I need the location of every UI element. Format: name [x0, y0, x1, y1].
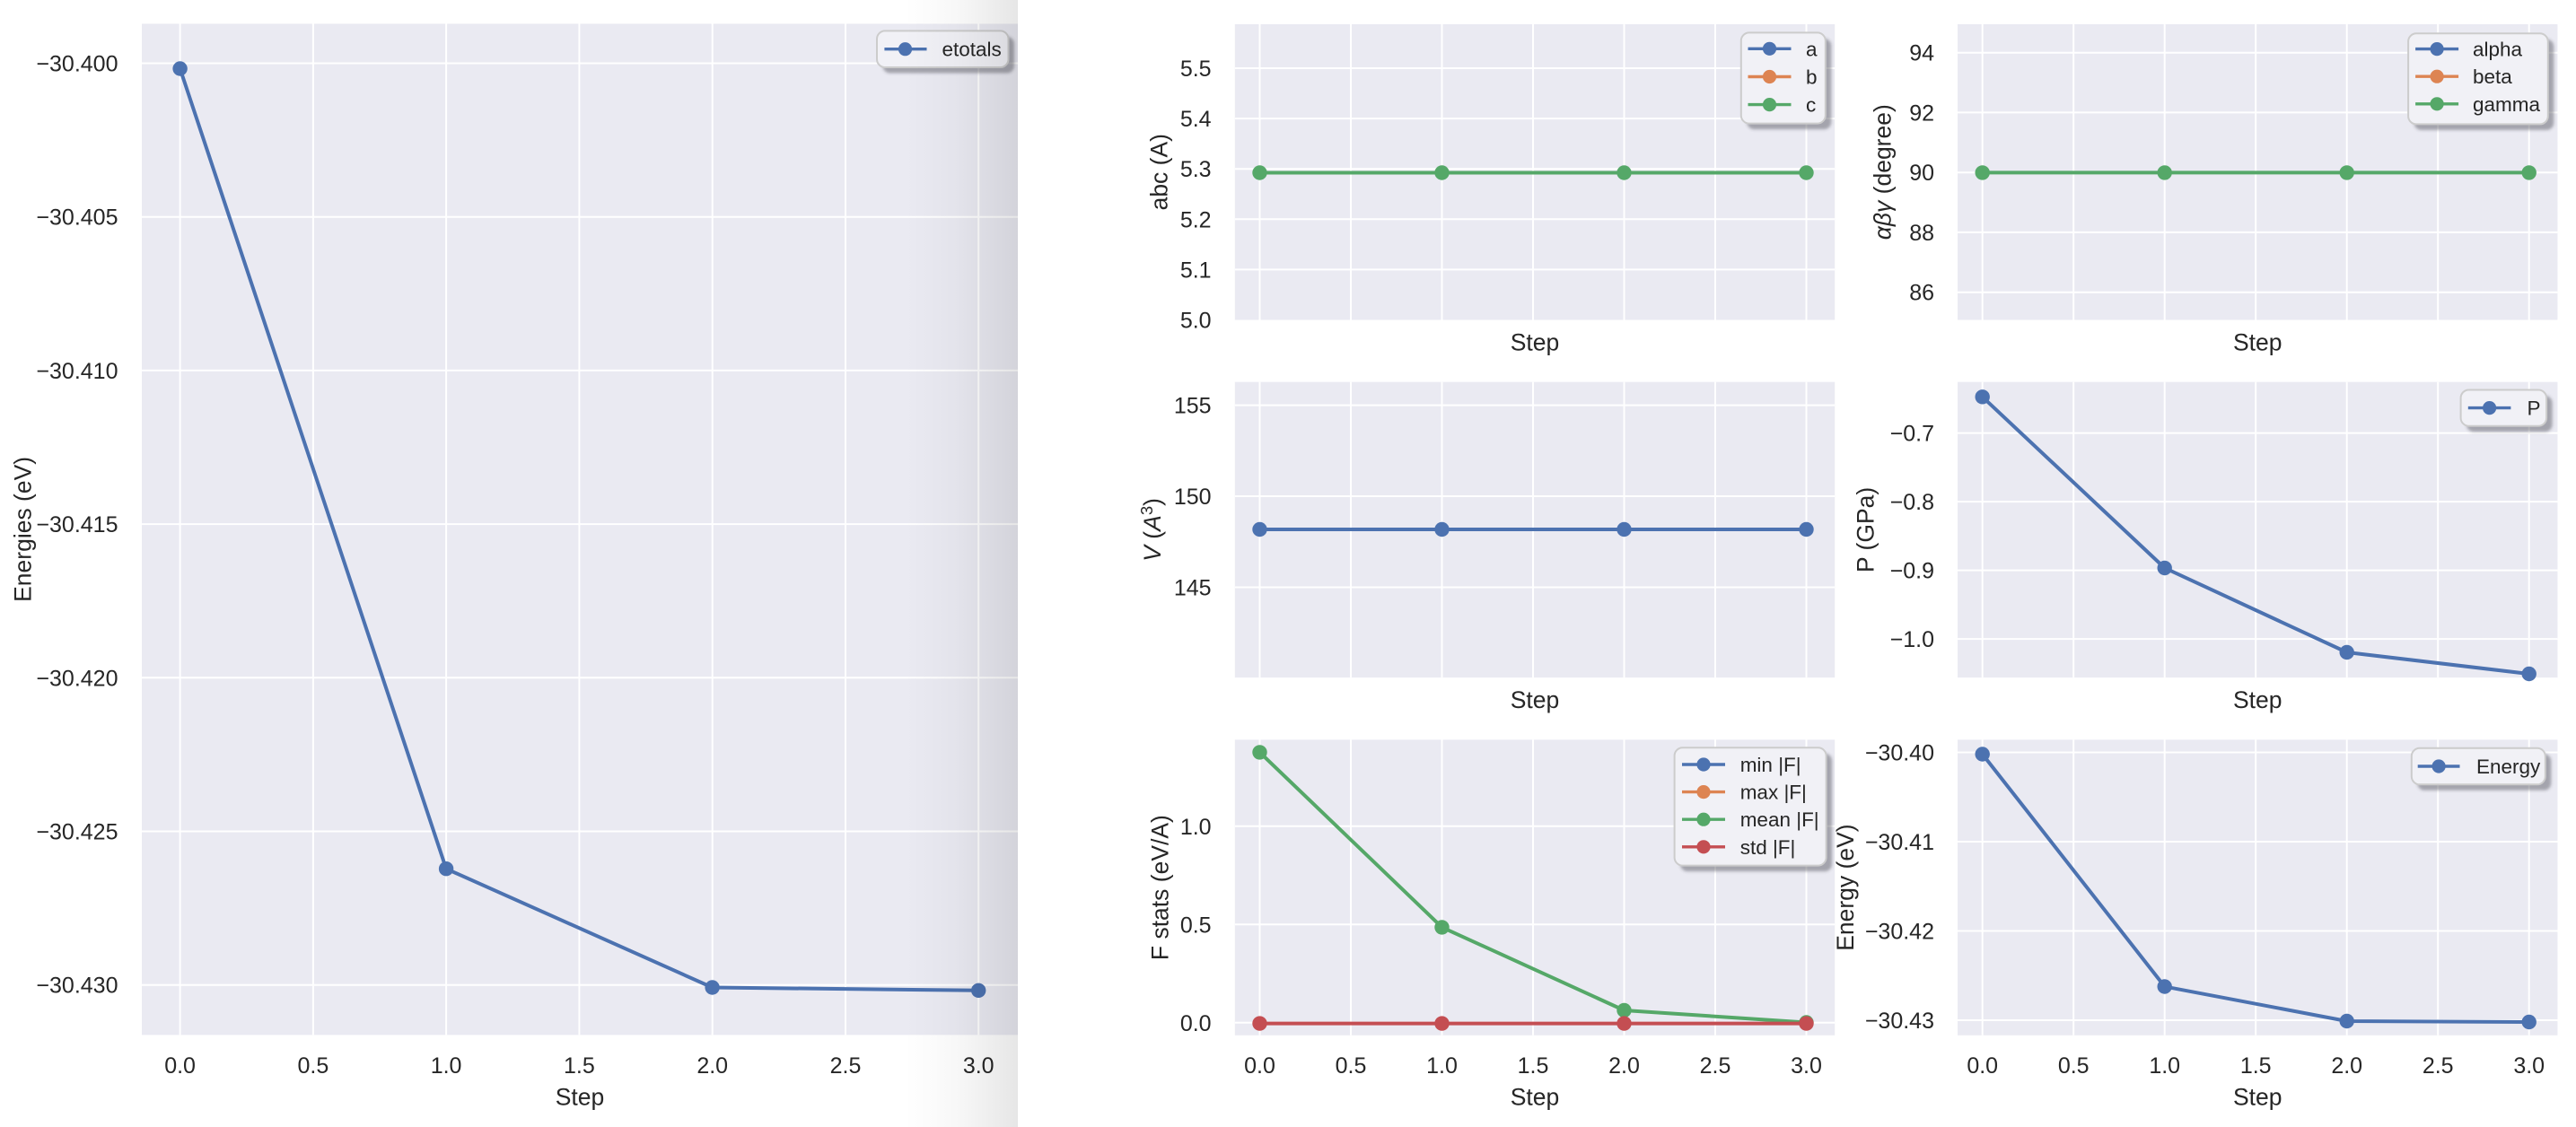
svg-text:5.0: 5.0 — [1180, 309, 1212, 334]
svg-text:145: 145 — [1174, 576, 1212, 601]
svg-text:5.5: 5.5 — [1180, 57, 1212, 82]
svg-text:0.5: 0.5 — [1180, 913, 1212, 938]
svg-text:Step: Step — [556, 1084, 605, 1111]
svg-text:−30.405: −30.405 — [36, 205, 118, 231]
svg-text:b: b — [1806, 66, 1818, 89]
svg-text:beta: beta — [2473, 66, 2512, 88]
svg-text:1.5: 1.5 — [1518, 1053, 1549, 1079]
svg-text:−30.420: −30.420 — [36, 666, 118, 691]
svg-text:1.0: 1.0 — [431, 1053, 462, 1079]
svg-text:P: P — [2528, 398, 2541, 420]
svg-text:1.0: 1.0 — [2149, 1053, 2180, 1079]
svg-text:std |F|: std |F| — [1740, 836, 1796, 859]
svg-text:−0.8: −0.8 — [1890, 490, 1934, 515]
svg-text:0.0: 0.0 — [1244, 1053, 1275, 1079]
svg-text:0.0: 0.0 — [1180, 1011, 1212, 1036]
svg-text:−30.430: −30.430 — [36, 974, 118, 999]
svg-text:Step: Step — [2233, 686, 2282, 713]
svg-text:1.5: 1.5 — [2240, 1053, 2272, 1079]
svg-text:5.2: 5.2 — [1180, 207, 1212, 232]
svg-text:max |F|: max |F| — [1740, 782, 1807, 804]
svg-text:2.5: 2.5 — [2423, 1053, 2454, 1079]
svg-text:2.0: 2.0 — [2331, 1053, 2362, 1079]
svg-text:−30.41: −30.41 — [1865, 830, 1934, 855]
svg-text:1.0: 1.0 — [1180, 815, 1212, 840]
svg-text:−30.42: −30.42 — [1865, 920, 1934, 945]
svg-text:−30.415: −30.415 — [36, 512, 118, 537]
svg-text:−0.7: −0.7 — [1890, 422, 1934, 447]
svg-text:155: 155 — [1174, 394, 1212, 419]
svg-text:αβγ (degree): αβγ (degree) — [1870, 104, 1897, 240]
svg-text:0.0: 0.0 — [164, 1053, 196, 1079]
svg-text:mean |F|: mean |F| — [1740, 808, 1819, 831]
svg-text:Energy: Energy — [2476, 756, 2541, 778]
svg-text:Step: Step — [1511, 686, 1560, 713]
svg-text:94: 94 — [1909, 41, 1934, 66]
svg-text:gamma: gamma — [2473, 93, 2541, 116]
svg-text:150: 150 — [1174, 485, 1212, 510]
svg-text:1.0: 1.0 — [1426, 1053, 1458, 1079]
svg-text:3.0: 3.0 — [2513, 1053, 2545, 1079]
svg-text:a: a — [1806, 38, 1818, 60]
svg-text:−30.410: −30.410 — [36, 359, 118, 384]
svg-text:Step: Step — [1511, 329, 1560, 356]
svg-text:5.3: 5.3 — [1180, 157, 1212, 182]
svg-text:Step: Step — [2233, 1084, 2282, 1111]
svg-text:Step: Step — [2233, 329, 2282, 356]
svg-text:−30.43: −30.43 — [1865, 1009, 1934, 1034]
svg-text:0.5: 0.5 — [2058, 1053, 2090, 1079]
svg-text:92: 92 — [1909, 100, 1934, 126]
svg-text:86: 86 — [1909, 281, 1934, 306]
svg-text:alpha: alpha — [2473, 39, 2523, 61]
svg-text:90: 90 — [1909, 161, 1934, 186]
svg-text:2.0: 2.0 — [697, 1053, 728, 1079]
svg-text:2.5: 2.5 — [830, 1053, 862, 1079]
svg-text:0.0: 0.0 — [1967, 1053, 1998, 1079]
svg-text:F stats (eV/A): F stats (eV/A) — [1147, 815, 1174, 960]
svg-text:Energy (eV): Energy (eV) — [1832, 824, 1859, 950]
svg-text:3.0: 3.0 — [1791, 1053, 1822, 1079]
svg-text:Energies (eV): Energies (eV) — [10, 457, 37, 602]
svg-text:Step: Step — [1511, 1084, 1560, 1111]
svg-text:c: c — [1806, 94, 1816, 117]
svg-text:5.4: 5.4 — [1180, 107, 1212, 132]
svg-text:2.0: 2.0 — [1608, 1053, 1640, 1079]
svg-text:0.5: 0.5 — [298, 1053, 329, 1079]
svg-text:−30.400: −30.400 — [36, 52, 118, 77]
svg-text:min |F|: min |F| — [1740, 754, 1801, 776]
svg-text:−0.9: −0.9 — [1890, 559, 1934, 584]
svg-text:1.5: 1.5 — [564, 1053, 595, 1079]
svg-text:abc (A): abc (A) — [1146, 134, 1173, 210]
svg-text:5.1: 5.1 — [1180, 258, 1212, 283]
svg-text:−30.40: −30.40 — [1865, 741, 1934, 766]
svg-text:88: 88 — [1909, 221, 1934, 246]
svg-text:−30.425: −30.425 — [36, 820, 118, 845]
svg-text:P (GPa): P (GPa) — [1853, 487, 1879, 572]
svg-text:2.5: 2.5 — [1700, 1053, 1731, 1079]
svg-text:−1.0: −1.0 — [1890, 627, 1934, 652]
svg-text:0.5: 0.5 — [1336, 1053, 1367, 1079]
